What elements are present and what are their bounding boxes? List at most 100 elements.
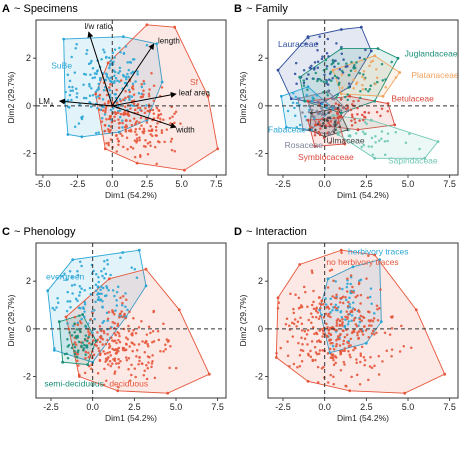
point-sf [170,137,174,141]
point-deciduous [100,329,103,333]
x-tick-label: 2.5 [360,402,373,412]
point-no-herbivory-traces [344,384,347,388]
point-sf [141,95,145,99]
point-sube [68,106,71,109]
point-no-herbivory-traces [352,319,356,322]
point-evergreen [102,267,106,270]
point-deciduous [165,338,169,341]
point-evergreen [99,288,102,291]
point-sube [82,83,85,86]
point-juglandaceae [326,93,329,97]
x-tick-label: 2.5 [128,402,141,412]
point-evergreen [83,315,86,319]
point-juglandaceae [352,67,355,70]
point-sube [108,88,112,92]
point-sube [104,72,108,75]
point-deciduous [106,357,109,360]
point-no-herbivory-traces [316,381,320,384]
point-no-herbivory-traces [300,336,303,339]
point-sube [103,113,107,116]
variable-label: l/w ratio [85,22,113,31]
point-evergreen [53,347,56,350]
point-no-herbivory-traces [338,319,342,322]
point-herbivory-traces [351,301,355,304]
panel-title: ~ Interaction [246,226,307,238]
point-sube [112,81,116,84]
point-no-herbivory-traces [311,271,314,275]
point-sf [155,106,159,110]
point-sf [149,125,152,128]
point-sf [117,143,120,147]
point-sube [74,87,78,90]
point-no-herbivory-traces [356,294,359,297]
point-evergreen [130,266,133,269]
point-sube [113,56,116,59]
point-juglandaceae [376,47,380,50]
point-no-herbivory-traces [345,310,349,313]
point-deciduous [84,350,88,354]
point-no-herbivory-traces [326,326,329,329]
point-no-herbivory-traces [306,305,309,309]
point-deciduous [147,325,151,329]
point-no-herbivory-traces [298,353,302,357]
point-sapindaceae [331,114,335,117]
point-deciduous [116,324,120,328]
point-lauraceae [327,55,330,58]
point-platanaceae [355,81,359,84]
point-evergreen [83,310,86,313]
panel-title: ~ Specimens [14,3,78,15]
point-deciduous [177,308,181,312]
point-deciduous [87,356,91,359]
point-betulaceae [336,121,340,124]
point-deciduous [90,367,93,370]
point-evergreen [80,264,83,268]
point-deciduous [138,359,141,363]
point-ulmaceae [338,125,342,129]
point-no-herbivory-traces [371,329,375,333]
point-deciduous [76,352,80,356]
point-no-herbivory-traces [336,337,339,341]
point-betulaceae [354,121,357,124]
point-fabaceae [293,106,296,110]
point-sf [152,99,156,103]
point-sube [97,131,100,134]
point-sf [154,129,158,132]
plot-frame [35,19,227,176]
point-sf [131,147,135,150]
point-sube [94,90,98,94]
point-deciduous [144,340,148,343]
point-sube [88,94,92,97]
point-no-herbivory-traces [326,381,330,384]
point-evergreen [144,284,148,288]
point-no-herbivory-traces [312,300,315,304]
point-no-herbivory-traces [305,333,309,336]
point-sube [100,117,104,120]
point-sube [104,78,108,82]
panel-title: ~ Family [246,3,288,15]
point-herbivory-traces [345,298,348,302]
point-no-herbivory-traces [342,342,345,346]
point-sube [131,58,135,61]
point-sube [95,96,98,99]
point-deciduous [174,366,178,370]
point-platanaceae [352,78,355,82]
point-ulmaceae [336,106,340,110]
point-no-herbivory-traces [311,315,314,319]
point-sf [143,111,147,115]
point-no-herbivory-traces [314,358,317,362]
point-betulaceae [350,103,354,106]
point-sf [116,111,120,115]
point-betulaceae [386,102,390,105]
point-sf [138,139,141,142]
point-herbivory-traces [369,287,373,290]
point-no-herbivory-traces [352,291,355,294]
point-deciduous [113,312,116,316]
point-betulaceae [339,98,343,101]
point-deciduous [89,353,92,357]
point-sube [137,91,141,95]
point-no-herbivory-traces [365,277,368,280]
point-symblocaceae [313,131,317,134]
point-deciduous [73,315,77,319]
point-juglandaceae [380,62,384,66]
point-sf [117,122,121,125]
